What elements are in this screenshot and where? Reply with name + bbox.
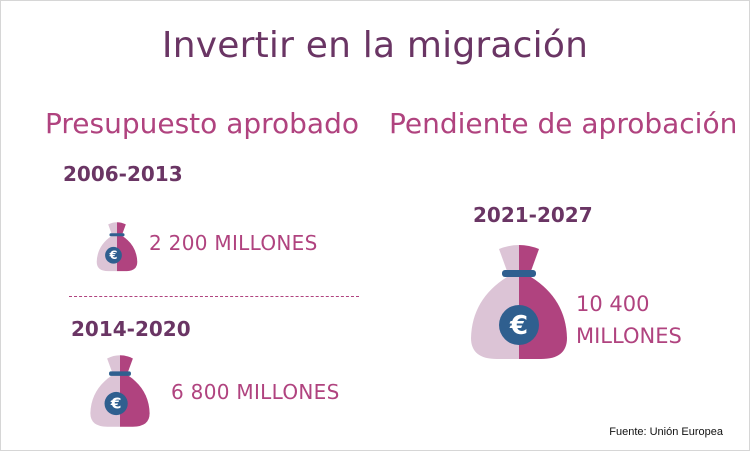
amount-line-unit: MILLONES — [576, 324, 682, 348]
amount-label-large: 10 400 MILLONES — [576, 288, 682, 352]
source-note: Fuente: Unión Europea — [609, 426, 723, 438]
svg-text:€: € — [108, 248, 117, 262]
money-bag-euro-icon: € — [90, 355, 150, 427]
money-bag-euro-icon: € — [471, 245, 567, 359]
svg-text:€: € — [110, 395, 122, 413]
section-heading-pending: Pendiente de aprobación — [389, 107, 738, 140]
period-label: 2014-2020 — [71, 317, 191, 341]
svg-text:€: € — [509, 311, 528, 341]
amount-label: 6 800 MILLONES — [171, 380, 340, 404]
period-label: 2021-2027 — [473, 203, 593, 227]
dashed-divider — [69, 296, 359, 297]
amount-label: 2 200 MILLONES — [149, 231, 318, 255]
period-label: 2006-2013 — [63, 162, 183, 186]
money-bag-euro-icon: € — [96, 222, 138, 272]
page-title: Invertir en la migración — [161, 25, 589, 66]
section-heading-approved: Presupuesto aprobado — [45, 107, 359, 140]
amount-line-number: 10 400 — [576, 292, 650, 316]
